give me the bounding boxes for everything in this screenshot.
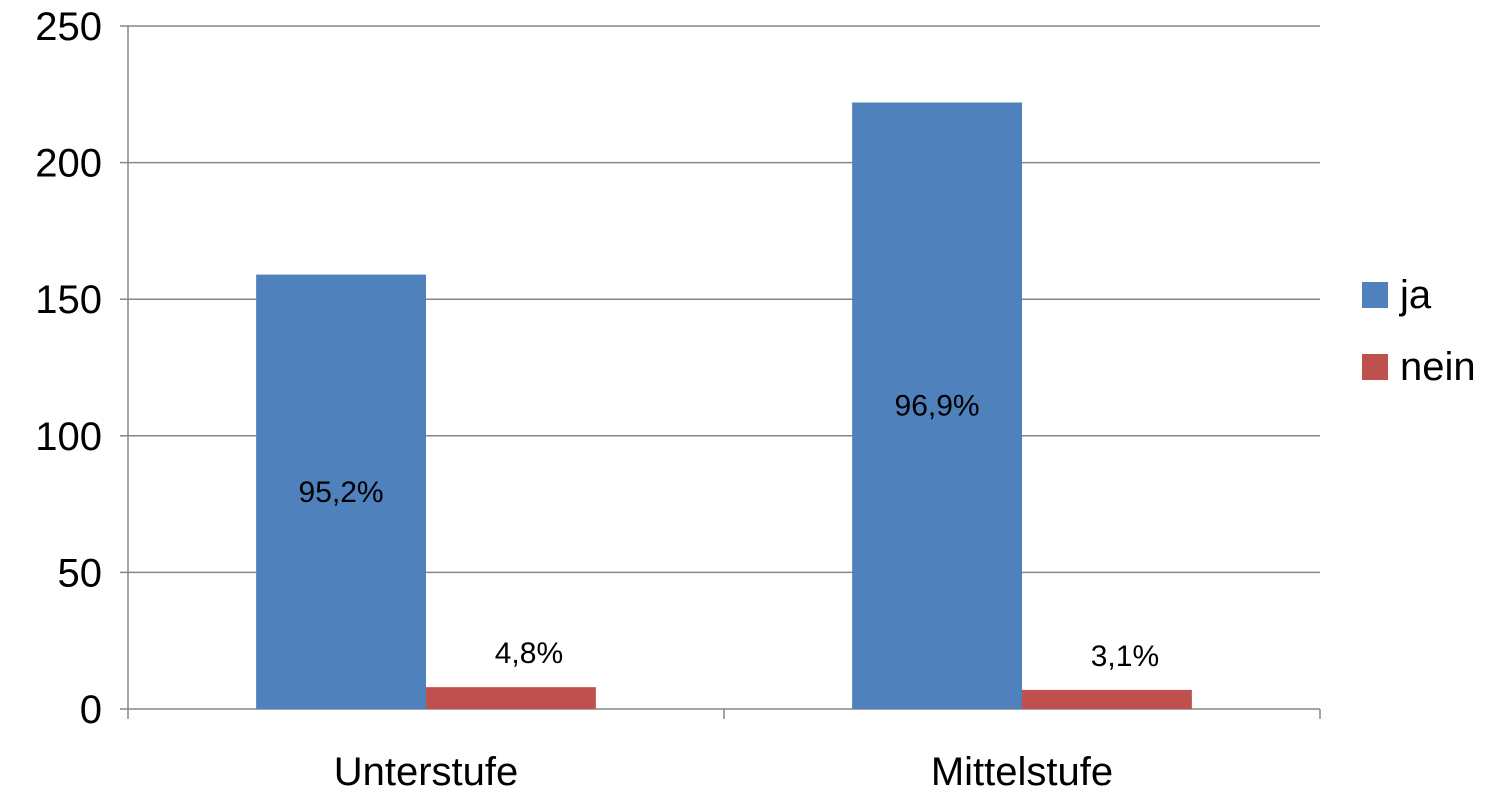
bar-nein xyxy=(426,687,596,709)
y-tick-label: 150 xyxy=(35,278,102,322)
bar-nein xyxy=(1022,689,1192,709)
bar-ja xyxy=(256,274,426,709)
y-tick-label: 200 xyxy=(35,142,102,186)
legend-swatch-nein xyxy=(1362,354,1388,380)
data-label: 4,8% xyxy=(495,637,563,670)
legend-label: nein xyxy=(1400,345,1476,389)
data-label: 96,9% xyxy=(895,390,980,423)
bar-ja xyxy=(852,102,1022,710)
data-label: 95,2% xyxy=(299,476,384,509)
y-tick-label: 250 xyxy=(35,5,102,49)
x-category-label: Mittelstufe xyxy=(931,750,1113,792)
legend-swatch-ja xyxy=(1362,282,1388,308)
data-label: 3,1% xyxy=(1091,640,1159,673)
y-tick-label: 50 xyxy=(58,551,103,595)
y-tick-label: 0 xyxy=(80,688,102,732)
x-category-label: Unterstufe xyxy=(334,750,519,792)
y-tick-label: 100 xyxy=(35,415,102,459)
legend-label: ja xyxy=(1399,273,1432,317)
